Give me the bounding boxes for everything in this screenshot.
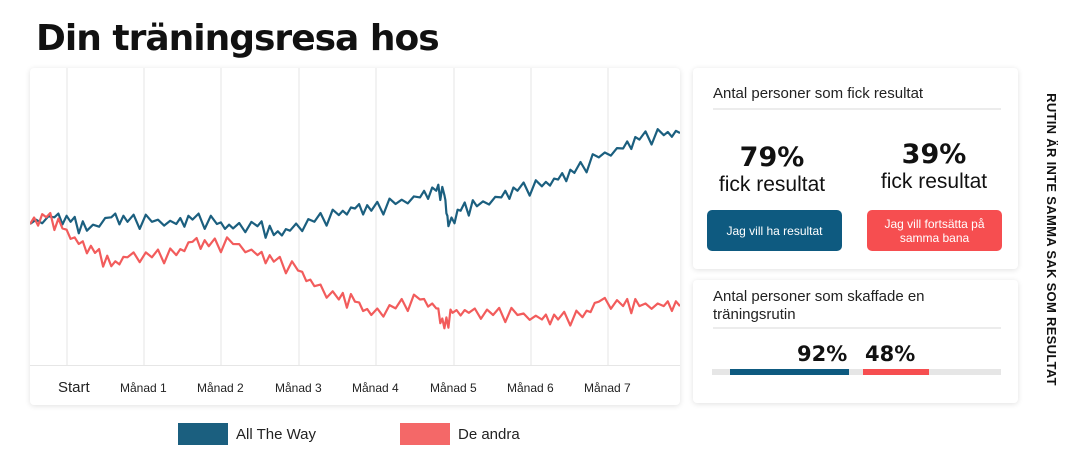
stat-caption: fick resultat — [880, 170, 988, 193]
x-axis — [30, 365, 680, 405]
legend-swatch-all-the-way — [178, 423, 228, 445]
line-chart — [30, 68, 680, 365]
x-tick-label: Månad 5 — [430, 381, 477, 395]
routine-bar-track — [712, 369, 1001, 375]
legend-label: All The Way — [236, 426, 317, 443]
routine-bar-de-andra — [863, 369, 929, 375]
legend-label: De andra — [458, 426, 520, 443]
divider — [713, 327, 1001, 329]
side-slogan-text: RUTIN ÄR INTE SAMMA SAK SOM RESULTAT — [1043, 93, 1059, 386]
routine-card: Antal personer som skaffade en träningsr… — [693, 280, 1018, 403]
x-tick-label: Start — [58, 379, 90, 396]
results-heading: Antal personer som fick resultat — [713, 85, 924, 102]
series-lines — [30, 128, 680, 330]
stat-de-andra: 39% fick resultat — [864, 140, 1004, 194]
page-title: Din träningsresa hos — [36, 18, 440, 59]
x-tick-label: Månad 7 — [584, 381, 631, 395]
stat-all-the-way: 79% fick resultat — [702, 143, 842, 197]
series-line-de-andra — [30, 211, 680, 330]
divider — [713, 108, 1001, 110]
x-tick-label: Månad 2 — [197, 381, 244, 395]
series-line-all-the-way — [30, 128, 680, 239]
want-results-button[interactable]: Jag vill ha resultat — [707, 210, 842, 251]
stat-percent: 79% — [739, 142, 805, 173]
side-slogan: RUTIN ÄR INTE SAMMA SAK SOM RESULTAT — [1041, 82, 1061, 397]
legend-swatch-de-andra — [400, 423, 450, 445]
stat-caption: fick resultat — [718, 173, 826, 196]
chart-card: Start Månad 1 Månad 2 Månad 3 Månad 4 Månad 5… — [30, 68, 680, 405]
routine-percent-all-the-way: 92% — [797, 342, 848, 366]
x-tick-label: Månad 4 — [352, 381, 399, 395]
x-tick-label: Månad 6 — [507, 381, 554, 395]
results-card: Antal personer som fick resultat 79% fic… — [693, 68, 1018, 269]
routine-percent-de-andra: 48% — [865, 342, 916, 366]
continue-same-path-button[interactable]: Jag vill fortsätta på samma bana — [867, 210, 1002, 251]
x-tick-label: Månad 3 — [275, 381, 322, 395]
gridlines — [66, 68, 609, 365]
routine-bar-all-the-way — [730, 369, 849, 375]
stat-percent: 39% — [901, 139, 967, 170]
routine-heading: Antal personer som skaffade en träningsr… — [713, 288, 925, 323]
x-tick-label: Månad 1 — [120, 381, 167, 395]
